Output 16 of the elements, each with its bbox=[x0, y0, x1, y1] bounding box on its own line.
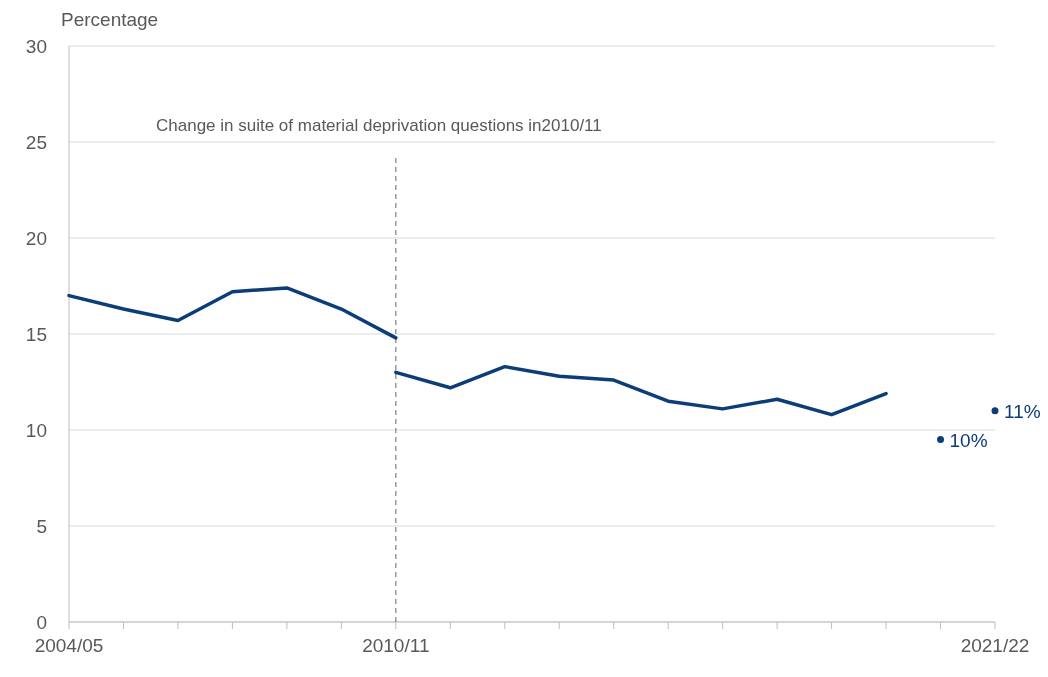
y-tick-label: 0 bbox=[36, 611, 47, 633]
data-label: 10% bbox=[949, 429, 988, 451]
y-tick-label: 30 bbox=[25, 35, 47, 57]
x-tick-label: 2004/05 bbox=[34, 635, 104, 656]
x-tick-label: 2021/22 bbox=[960, 635, 1030, 656]
x-tick-label: 2010/11 bbox=[362, 635, 430, 656]
y-tick-label: 10 bbox=[25, 419, 47, 441]
y-tick-label: 5 bbox=[36, 515, 47, 537]
y-tick-label: 25 bbox=[25, 131, 47, 153]
line-series bbox=[67, 286, 398, 340]
y-tick-label: 20 bbox=[25, 227, 47, 249]
line-series bbox=[394, 364, 888, 417]
annotation: Change in suite of material deprivation questions in2010/11 bbox=[156, 116, 602, 135]
y-axis-title: Percentage bbox=[61, 9, 159, 30]
data-label: 11% bbox=[1004, 400, 1041, 422]
y-tick-label: 15 bbox=[25, 323, 47, 345]
